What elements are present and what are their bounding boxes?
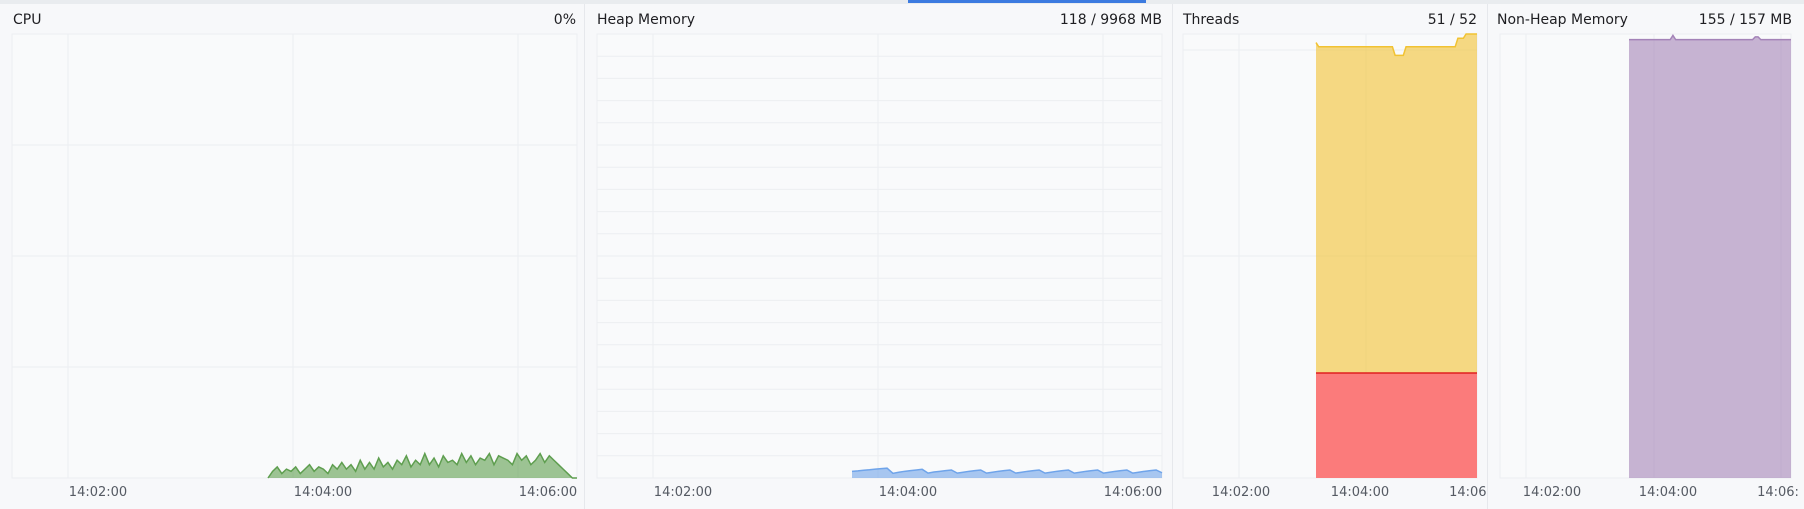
loading-bar-indicator [908,0,1146,3]
x-tick-label: 14:04:00 [1639,485,1697,500]
threads-chart: 14:02:00 14:04:00 14:06: [1173,4,1487,509]
series-area [1629,35,1791,478]
heap-memory-panel: Heap Memory 118 / 9968 MB 14:02:00 14:04:… [585,4,1172,509]
cpu-panel: CPU 0% 14:02:00 14:04:00 14:06:00 [0,4,584,509]
x-tick-label: 14:06: [1757,485,1799,500]
x-tick-label: 14:04:00 [1331,485,1389,500]
cpu-chart: 14:02:00 14:04:00 14:06:00 [0,4,584,509]
x-tick-label: 14:04:00 [879,485,937,500]
heap-memory-chart: 14:02:00 14:04:00 14:06:00 [585,4,1172,509]
x-tick-label: 14:02:00 [69,485,127,500]
threads-panel: Threads 51 / 52 14:02:00 14:04:00 14:06: [1173,4,1487,509]
x-tick-label: 14:06:00 [1104,485,1162,500]
series-area [1316,373,1477,478]
x-tick-label: 14:06:00 [519,485,577,500]
non-heap-memory-panel: Non-Heap Memory 155 / 157 MB 14:02:00 14:… [1488,4,1804,509]
x-tick-label: 14:02:00 [1523,485,1581,500]
x-tick-label: 14:06: [1449,485,1487,500]
x-tick-label: 14:02:00 [1212,485,1270,500]
x-tick-label: 14:04:00 [294,485,352,500]
non-heap-memory-chart: 14:02:00 14:04:00 14:06: [1488,4,1804,509]
x-tick-label: 14:02:00 [654,485,712,500]
